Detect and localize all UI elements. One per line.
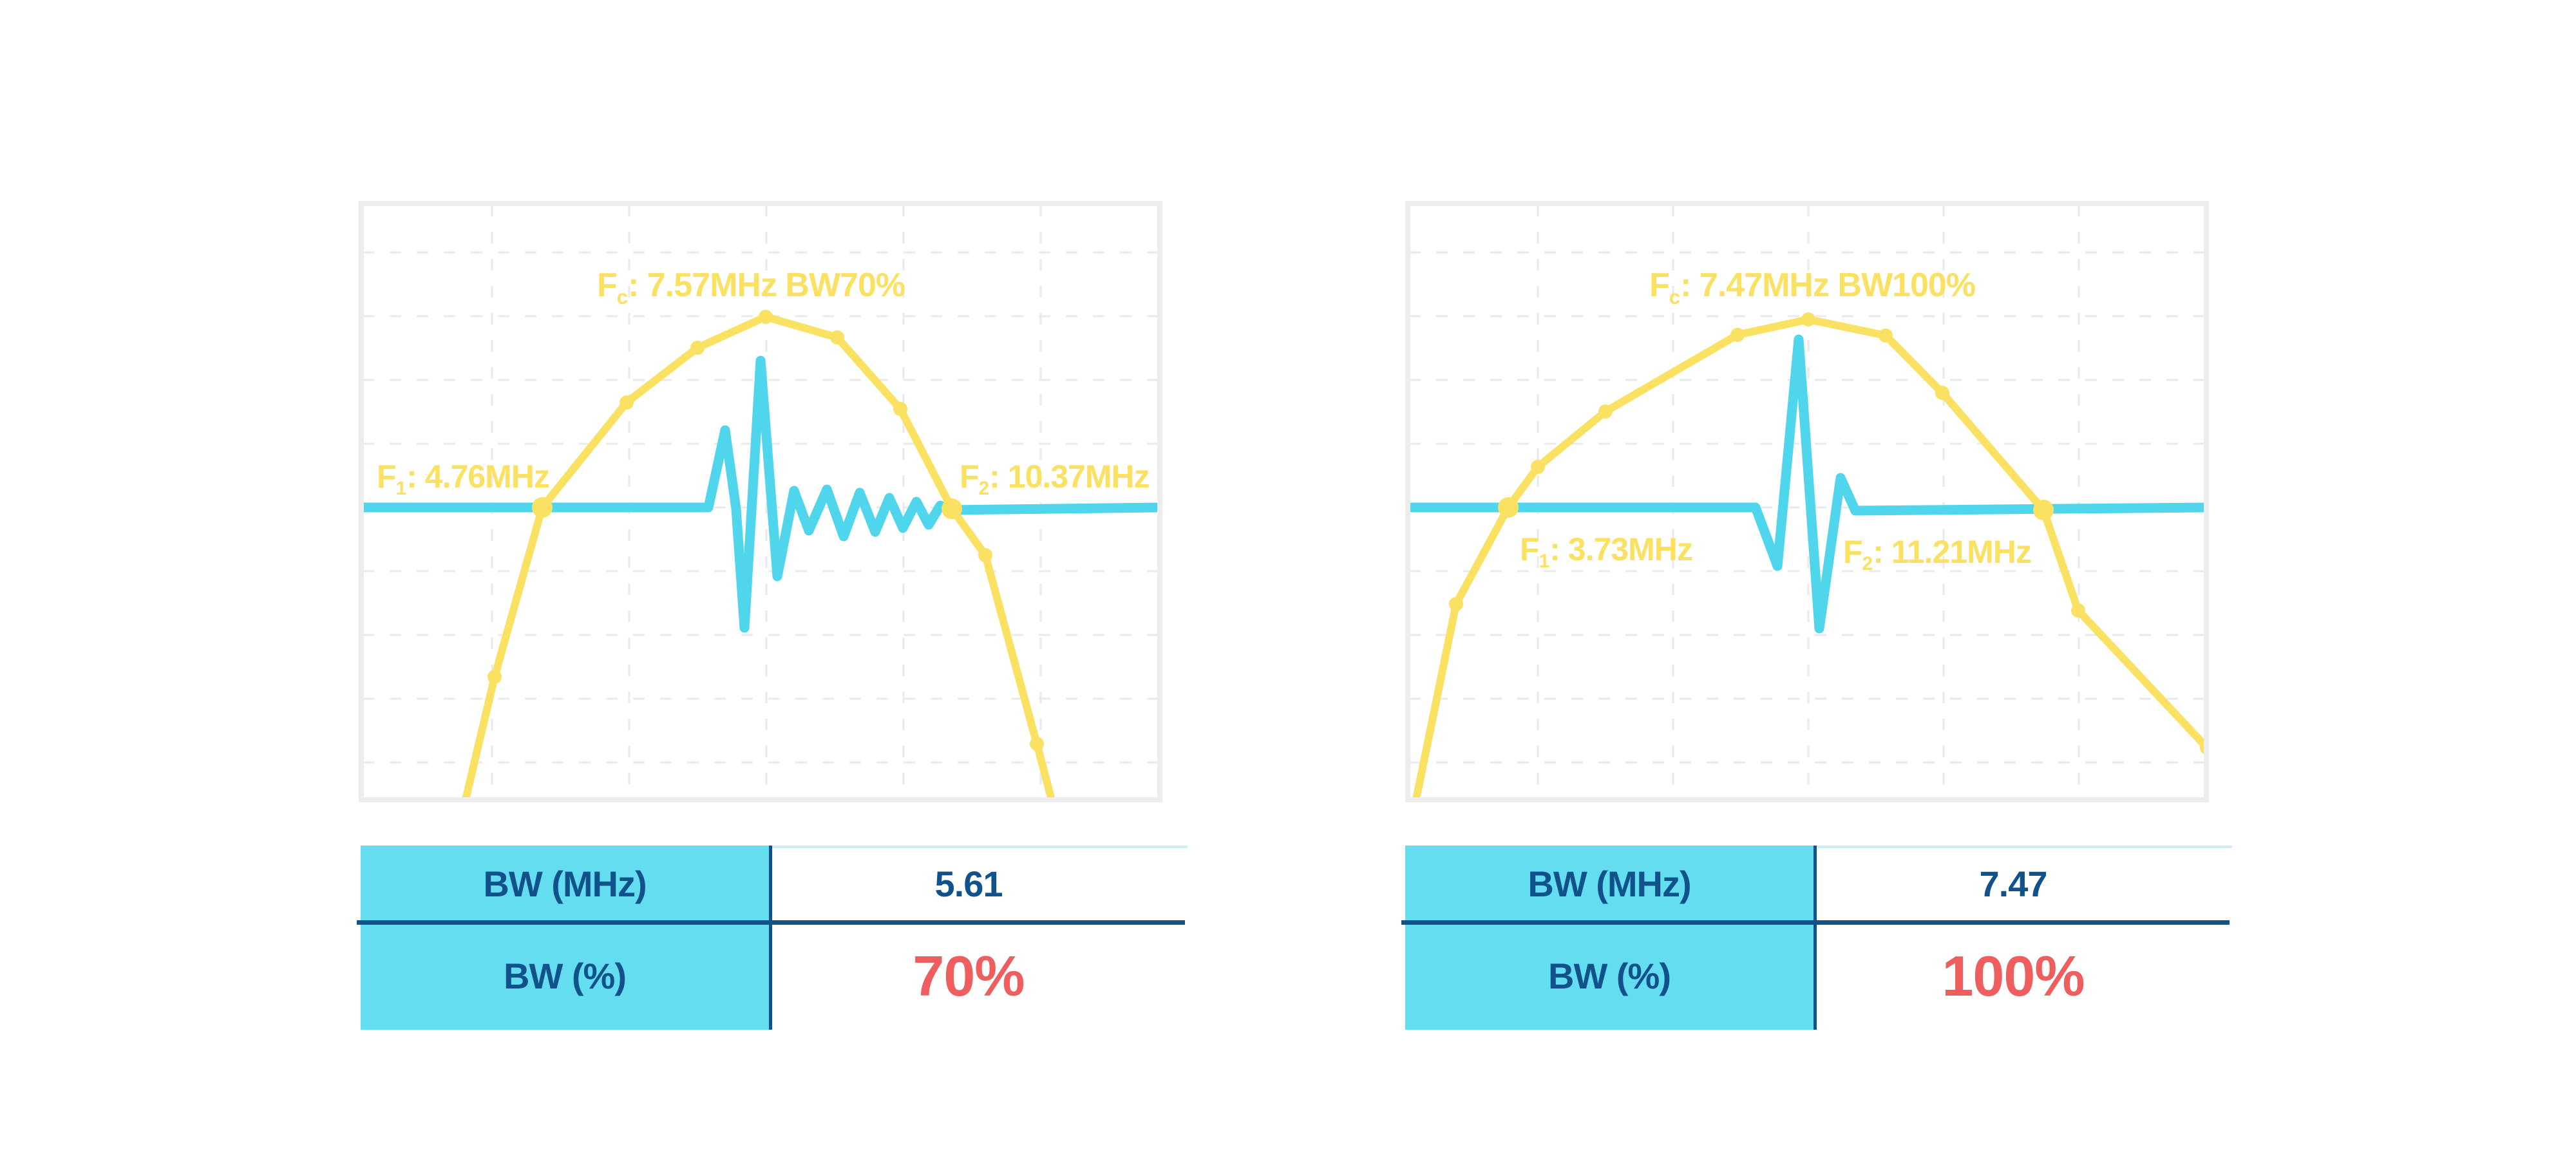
table-row: BW (MHz) 7.47 (1405, 846, 2213, 922)
bw-mhz-value: 5.61 (934, 864, 1003, 904)
bw-percent-label: BW (%) (361, 922, 769, 1030)
table-column-divider (1814, 846, 1817, 1030)
f2-label: F2: 11.21MHz (1843, 534, 2032, 575)
f2-label: F2: 10.37MHz (960, 459, 1150, 500)
table-row: BW (%) 100% (1405, 922, 2213, 1030)
table-top-accent-line (772, 846, 1188, 848)
table-top-accent-line (1817, 846, 2232, 848)
bw-mhz-label: BW (MHz) (1405, 846, 1814, 922)
chart-title: Fc: 7.57MHz BW70% (597, 267, 905, 308)
f1-label: F1: 4.76MHz (377, 459, 550, 500)
table-row: BW (%) 70% (361, 922, 1168, 1030)
table-column-divider (769, 846, 772, 1030)
chart-title: Fc: 7.47MHz BW100% (1649, 267, 1976, 308)
bw-table: BW (MHz) 7.47 BW (%) 100% (1401, 846, 2232, 1030)
bw-percent-value: 100% (1942, 943, 2085, 1008)
bw-percent-value: 70% (913, 943, 1025, 1008)
bw-mhz-value: 7.47 (1979, 864, 2048, 904)
bw-percent-label: BW (%) (1405, 922, 1814, 1030)
bw-mhz-label: BW (MHz) (361, 846, 769, 922)
f1-label: F1: 3.73MHz (1520, 531, 1693, 572)
table-row: BW (MHz) 5.61 (361, 846, 1168, 922)
bw-table: BW (MHz) 5.61 BW (%) 70% (357, 846, 1188, 1030)
